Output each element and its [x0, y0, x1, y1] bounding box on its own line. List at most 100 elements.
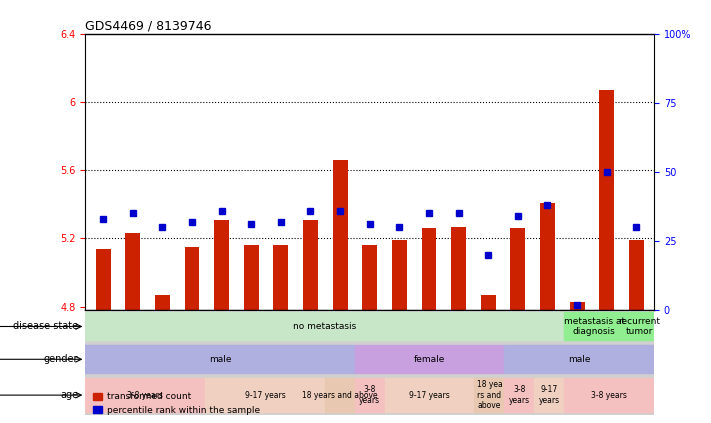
Bar — [535, 376, 565, 415]
Bar — [115, 310, 145, 343]
Text: 9-17
years: 9-17 years — [539, 385, 560, 405]
Bar — [205, 378, 325, 412]
Bar — [565, 312, 624, 341]
Bar — [392, 240, 407, 310]
Bar — [510, 228, 525, 310]
Text: 3-8 years: 3-8 years — [127, 390, 163, 400]
Bar — [85, 312, 565, 341]
Bar — [145, 343, 175, 376]
Bar — [115, 343, 145, 376]
Bar — [624, 376, 654, 415]
Bar — [85, 376, 115, 415]
Bar — [175, 376, 205, 415]
Bar — [570, 302, 584, 310]
Bar — [415, 310, 444, 343]
Bar — [325, 378, 355, 412]
Bar — [175, 310, 205, 343]
Bar — [565, 378, 654, 412]
Bar — [594, 343, 624, 376]
Bar — [444, 343, 474, 376]
Bar — [244, 245, 259, 310]
Bar — [325, 376, 355, 415]
Bar — [265, 310, 295, 343]
Text: 3-8
years: 3-8 years — [509, 385, 530, 405]
Bar — [451, 227, 466, 310]
Bar — [565, 343, 594, 376]
Bar — [333, 160, 348, 310]
Text: 9-17 years: 9-17 years — [410, 390, 450, 400]
Text: no metastasis: no metastasis — [293, 322, 356, 331]
Bar — [303, 220, 318, 310]
Bar — [504, 310, 535, 343]
Bar — [175, 343, 205, 376]
Legend: transformed count, percentile rank within the sample: transformed count, percentile rank withi… — [90, 389, 264, 418]
Bar — [594, 376, 624, 415]
Bar — [624, 343, 654, 376]
Bar — [599, 90, 614, 310]
Bar — [385, 376, 415, 415]
Bar — [474, 378, 504, 412]
Bar — [385, 378, 474, 412]
Bar — [415, 343, 444, 376]
Bar — [205, 343, 235, 376]
Bar — [235, 376, 265, 415]
Bar — [504, 378, 535, 412]
Bar — [145, 310, 175, 343]
Bar — [205, 376, 235, 415]
Text: age: age — [60, 390, 78, 400]
Bar — [422, 228, 437, 310]
Bar — [565, 310, 594, 343]
Bar — [481, 295, 496, 310]
Bar — [85, 343, 115, 376]
Bar — [274, 245, 288, 310]
Bar — [444, 310, 474, 343]
Bar — [535, 310, 565, 343]
Bar — [535, 343, 565, 376]
Bar — [145, 376, 175, 415]
Bar — [415, 376, 444, 415]
Bar — [265, 376, 295, 415]
Bar — [295, 376, 325, 415]
Text: disease state: disease state — [13, 321, 78, 332]
Bar — [594, 310, 624, 343]
Bar — [155, 295, 170, 310]
Bar — [474, 310, 504, 343]
Bar — [295, 343, 325, 376]
Bar — [185, 247, 199, 310]
Bar — [115, 376, 145, 415]
Text: GDS4469 / 8139746: GDS4469 / 8139746 — [85, 20, 212, 33]
Bar — [295, 310, 325, 343]
Bar — [235, 343, 265, 376]
Bar — [363, 245, 377, 310]
Text: female: female — [414, 355, 445, 364]
Bar — [214, 220, 229, 310]
Bar — [85, 378, 205, 412]
Bar — [504, 376, 535, 415]
Text: 3-8
years: 3-8 years — [359, 385, 380, 405]
Bar — [205, 310, 235, 343]
Bar — [235, 310, 265, 343]
Bar — [540, 203, 555, 310]
Bar — [504, 344, 654, 374]
Bar — [355, 343, 385, 376]
Bar — [624, 310, 654, 343]
Bar — [85, 310, 115, 343]
Bar — [385, 343, 415, 376]
Bar — [96, 249, 110, 310]
Bar — [474, 343, 504, 376]
Bar — [355, 378, 385, 412]
Bar — [125, 233, 140, 310]
Text: male: male — [209, 355, 231, 364]
Bar — [355, 310, 385, 343]
Bar — [325, 343, 355, 376]
Text: 18 years and above: 18 years and above — [302, 390, 378, 400]
Text: 18 yea
rs and
above: 18 yea rs and above — [476, 380, 503, 410]
Text: 3-8 years: 3-8 years — [592, 390, 627, 400]
Bar — [355, 376, 385, 415]
Bar — [624, 312, 654, 341]
Bar — [385, 310, 415, 343]
Text: 9-17 years: 9-17 years — [245, 390, 285, 400]
Bar — [629, 240, 643, 310]
Bar — [444, 376, 474, 415]
Text: gender: gender — [43, 354, 78, 364]
